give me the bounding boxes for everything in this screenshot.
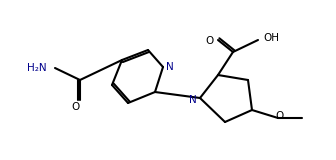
Text: N: N xyxy=(166,62,174,72)
Text: OH: OH xyxy=(263,33,279,43)
Text: O: O xyxy=(72,102,80,112)
Text: O: O xyxy=(275,111,283,121)
Text: N: N xyxy=(189,95,197,105)
Text: H₂N: H₂N xyxy=(27,63,47,73)
Text: O: O xyxy=(206,36,214,46)
